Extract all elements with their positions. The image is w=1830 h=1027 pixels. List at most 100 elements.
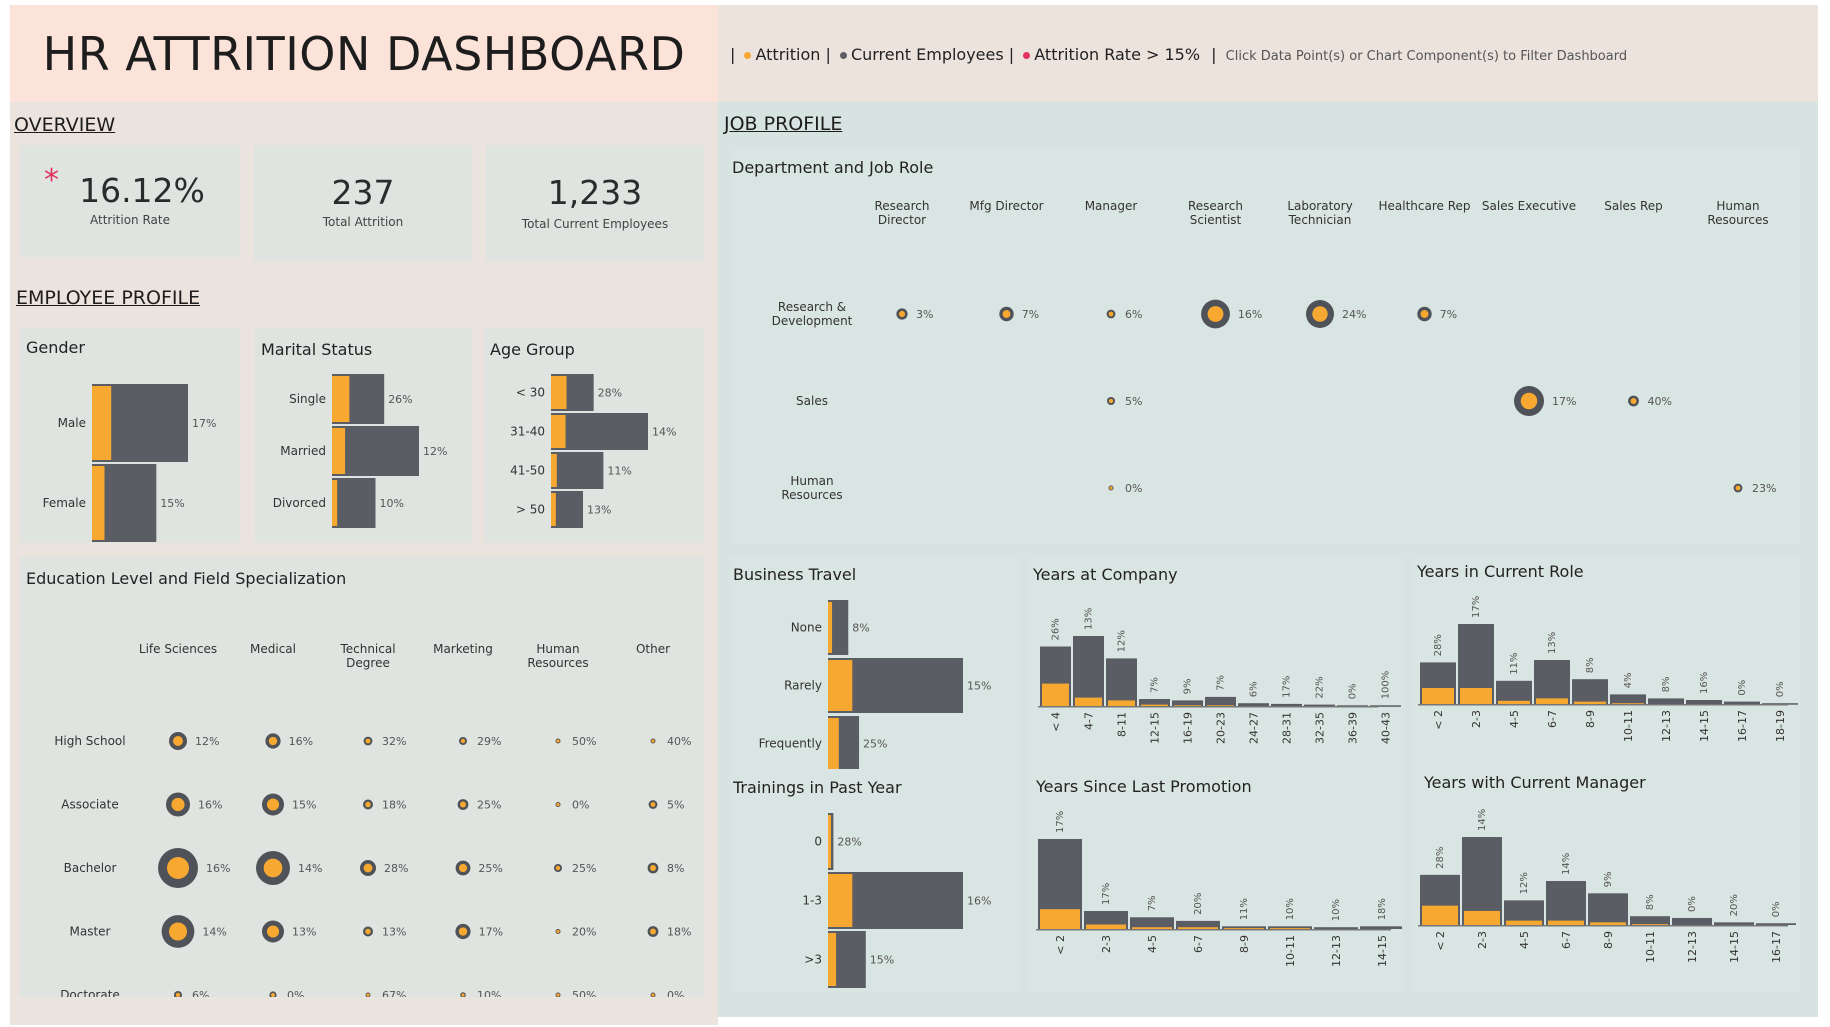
attrition-bar[interactable] (1574, 701, 1606, 704)
attrition-bar[interactable] (1040, 909, 1080, 929)
attrition-bubble[interactable] (1735, 485, 1741, 491)
current-bar[interactable] (1304, 704, 1335, 707)
attrition-bar[interactable] (1536, 698, 1568, 704)
attrition-bubble[interactable] (266, 925, 280, 938)
attrition-bubble[interactable] (651, 993, 655, 997)
attrition-bubble[interactable] (366, 993, 370, 997)
marital-chart[interactable]: Single 26% Married 12% Divorced 10% (255, 366, 472, 543)
attrition-bubble[interactable] (1520, 392, 1538, 410)
years-role-chart[interactable]: 28% < 2 17% 2-3 11% 4-5 13% 6-7 8% 8-9 4% 10-11 8% 12… (1414, 592, 1800, 769)
attrition-bubble[interactable] (266, 798, 280, 811)
attrition-bubble[interactable] (650, 928, 656, 935)
current-bar[interactable] (1762, 703, 1798, 705)
current-bar[interactable] (1496, 680, 1532, 704)
current-bar[interactable] (1106, 658, 1137, 706)
attrition-bar[interactable] (1224, 928, 1264, 929)
attrition-bubble[interactable] (458, 863, 468, 873)
attrition-bubble[interactable] (263, 858, 283, 878)
attrition-bar[interactable] (828, 815, 831, 868)
attrition-bar[interactable] (92, 466, 105, 540)
education-chart[interactable]: Life Sciences Medical Technical Degree Marke… (20, 597, 704, 997)
attrition-bar[interactable] (1548, 920, 1584, 925)
x-axis-line[interactable] (1038, 706, 1378, 708)
attrition-bar[interactable] (828, 874, 853, 927)
attrition-bar[interactable] (332, 376, 350, 422)
years-manager-chart[interactable]: 28% < 2 14% 2-3 12% 4-5 14% 6-7 9% 8-9 8% 10-11 0% 12… (1414, 805, 1800, 991)
current-bar[interactable] (332, 478, 376, 528)
attrition-bubble[interactable] (555, 865, 561, 871)
current-bar[interactable] (1572, 679, 1608, 704)
current-bar[interactable] (551, 413, 648, 450)
attrition-bubble[interactable] (1108, 398, 1114, 404)
attrition-bubble[interactable] (651, 739, 655, 743)
attrition-bubble[interactable] (363, 863, 373, 873)
attrition-bar[interactable] (828, 660, 853, 711)
current-bar[interactable] (1370, 705, 1401, 707)
attrition-bubble[interactable] (173, 736, 183, 746)
legend-attrition[interactable]: Attrition | (755, 45, 831, 64)
years-promotion-chart[interactable]: 17% < 2 17% 2-3 7% 4-5 20% 6-7 11% 8-9 10% 10-11 10%… (1030, 805, 1402, 991)
attrition-bar[interactable] (1042, 683, 1069, 706)
current-bar[interactable] (1360, 926, 1402, 929)
current-bar[interactable] (1130, 917, 1174, 929)
attrition-bubble[interactable] (556, 993, 560, 997)
age-chart[interactable]: < 30 28% 31-40 14% 41-50 11% > 50 13% (484, 366, 704, 543)
attrition-bubble[interactable] (168, 922, 188, 941)
attrition-bar[interactable] (92, 386, 112, 460)
legend-current[interactable]: Current Employees | (850, 45, 1015, 64)
training-chart[interactable]: 0 28% 1-3 16% >3 15% (730, 805, 1018, 991)
attrition-bubble[interactable] (271, 993, 275, 997)
attrition-bubble[interactable] (461, 993, 465, 997)
x-axis-line[interactable] (1418, 925, 1788, 927)
attrition-bubble[interactable] (171, 797, 185, 812)
attrition-bar[interactable] (1075, 697, 1102, 706)
legend-rate[interactable]: Attrition Rate > 15% (1034, 45, 1201, 64)
current-bar[interactable] (1686, 700, 1722, 704)
attrition-bubble[interactable] (1109, 486, 1113, 490)
current-bar[interactable] (1314, 927, 1358, 929)
attrition-bubble[interactable] (556, 802, 560, 807)
attrition-bar[interactable] (1178, 927, 1218, 929)
attrition-bar[interactable] (551, 454, 557, 487)
attrition-bar[interactable] (1108, 700, 1135, 706)
attrition-bar[interactable] (1174, 705, 1201, 706)
attrition-bar[interactable] (1590, 922, 1626, 925)
kpi-total-current[interactable]: 1,233 Total Current Employees (486, 145, 704, 261)
attrition-bubble[interactable] (1207, 306, 1224, 322)
attrition-bar[interactable] (1464, 910, 1500, 925)
attrition-bubble[interactable] (650, 865, 656, 871)
attrition-bubble[interactable] (460, 738, 466, 744)
current-bar[interactable] (1672, 917, 1712, 925)
x-axis-line[interactable] (1418, 704, 1788, 706)
current-bar[interactable] (1714, 922, 1754, 925)
attrition-bar[interactable] (1506, 920, 1542, 925)
attrition-bar[interactable] (1132, 927, 1172, 929)
current-bar[interactable] (1205, 696, 1236, 706)
current-bar[interactable] (1546, 881, 1586, 925)
current-bar[interactable] (1462, 837, 1502, 925)
current-bar[interactable] (1238, 703, 1269, 706)
attrition-bubble[interactable] (365, 801, 371, 808)
attrition-bar[interactable] (551, 376, 567, 409)
attrition-bubble[interactable] (898, 310, 906, 318)
attrition-bar[interactable] (828, 933, 837, 986)
attrition-bar[interactable] (1498, 700, 1530, 704)
current-bar[interactable] (1268, 926, 1312, 929)
attrition-bubble[interactable] (1108, 311, 1114, 317)
attrition-bar[interactable] (828, 602, 833, 653)
attrition-bar[interactable] (1141, 704, 1168, 706)
attrition-bubble[interactable] (1002, 310, 1011, 318)
current-bar[interactable] (332, 426, 419, 476)
attrition-bar[interactable] (1270, 928, 1310, 929)
current-bar[interactable] (1724, 701, 1760, 704)
attrition-bar[interactable] (332, 428, 346, 474)
current-bar[interactable] (828, 600, 849, 655)
current-bar[interactable] (1271, 703, 1302, 706)
attrition-bubble[interactable] (460, 801, 466, 808)
current-bar[interactable] (1648, 698, 1684, 704)
attrition-bubble[interactable] (167, 857, 189, 879)
travel-chart[interactable]: None 8% Rarely 15% Frequently 25% (730, 592, 1018, 769)
years-company-chart[interactable]: 26% < 4 13% 4-7 12% 8-11 7% 12-15 9% 16-19 7% 20-23… (1030, 592, 1402, 769)
attrition-bar[interactable] (1422, 905, 1458, 925)
attrition-bar[interactable] (1207, 705, 1234, 706)
